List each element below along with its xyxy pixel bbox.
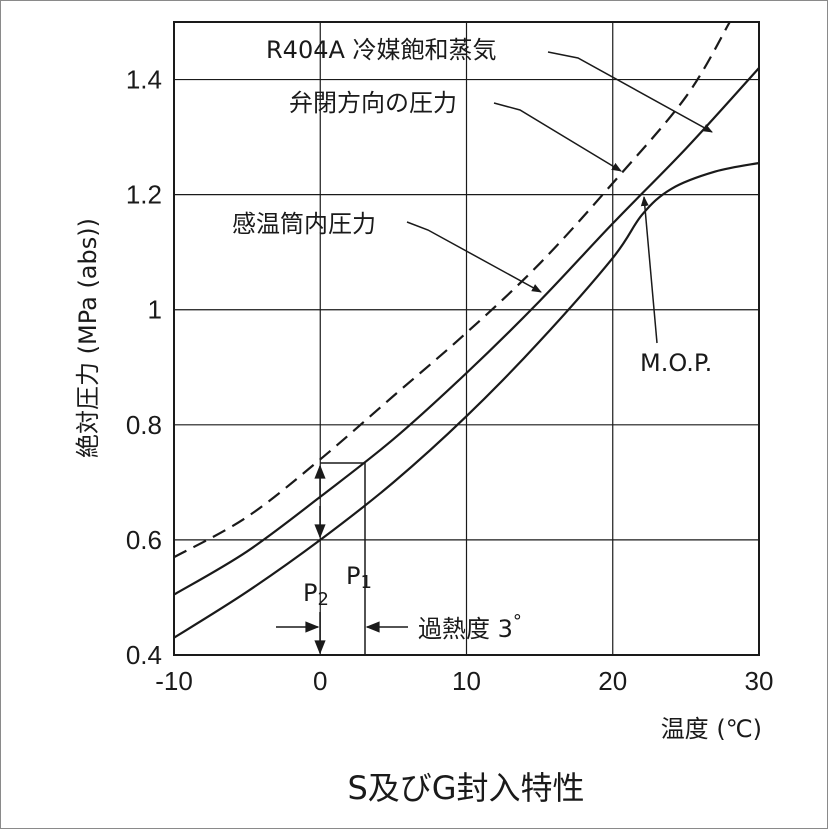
degree-mark: °: [513, 611, 522, 632]
y-tick-label: 0.8: [126, 410, 162, 440]
y-tick-label: 0.4: [126, 640, 162, 670]
series-valve-close-pressure: [173, 67, 760, 596]
annotation-arrows: [406, 51, 713, 344]
label-mop: M.O.P.: [640, 349, 712, 377]
x-tick-label: 20: [598, 666, 627, 696]
y-tick-labels: 0.4 0.6 0.8 1 1.2 1.4: [126, 65, 162, 670]
arrow-refrigerant: [547, 51, 713, 133]
chart-title: S及びG封入特性: [347, 769, 584, 807]
label-superheat: 過熱度 3°: [418, 611, 522, 643]
x-tick-labels: -10 0 10 20 30: [155, 666, 773, 696]
plot-area-border: [173, 21, 760, 656]
x-axis-label: 温度 (℃): [661, 715, 762, 743]
label-p1: P1: [346, 562, 372, 593]
x-tick-label: 10: [452, 666, 481, 696]
x-tick-label: -10: [155, 666, 193, 696]
x-tick-label: 0: [313, 666, 327, 696]
series-bulb-pressure: [173, 161, 760, 639]
arrow-valve-close: [493, 102, 622, 172]
label-bulb-pressure: 感温筒内圧力: [232, 210, 376, 238]
series-refrigerant-saturation: [173, 21, 731, 559]
arrow-mop: [640, 196, 658, 344]
y-axis-label: 絶対圧力 (MPa (abs)): [74, 218, 102, 458]
y-tick-label: 1.4: [126, 65, 162, 95]
y-tick-label: 1.2: [126, 180, 162, 210]
series-lines: [173, 21, 760, 639]
label-p2: P2: [303, 579, 329, 610]
label-p2-sub: 2: [317, 589, 328, 610]
y-tick-label: 0.6: [126, 525, 162, 555]
arrow-bulb: [406, 221, 542, 293]
label-p1-sub: 1: [360, 572, 371, 593]
y-tick-label: 1: [148, 295, 162, 325]
label-refrigerant: R404A 冷媒飽和蒸気: [266, 36, 497, 64]
pressure-construction: [276, 462, 408, 655]
x-tick-label: 30: [745, 666, 774, 696]
label-valve-close-pressure: 弁閉方向の圧力: [289, 89, 457, 117]
